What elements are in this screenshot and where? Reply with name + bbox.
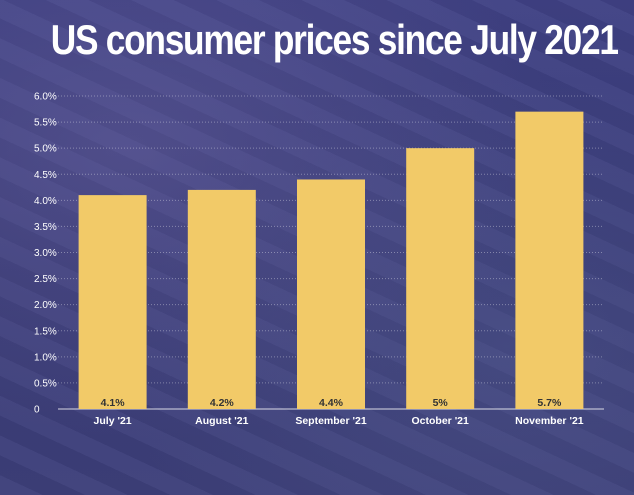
y-tick-label: 1.0% xyxy=(34,352,57,363)
bar xyxy=(187,189,256,409)
data-label: 4.2% xyxy=(210,397,235,409)
y-tick-label: 2.0% xyxy=(34,300,57,311)
y-tick-label: 5.5% xyxy=(34,118,57,129)
data-label: 5% xyxy=(433,397,449,409)
y-tick-label: 2.5% xyxy=(34,274,57,285)
chart-title: US consumer prices since July 2021 xyxy=(50,16,619,63)
data-label: 5.7% xyxy=(537,397,562,409)
y-tick-label: 4.5% xyxy=(34,170,57,181)
y-tick-label: 3.5% xyxy=(34,222,57,233)
bar xyxy=(297,179,365,409)
y-tick-label: 3.0% xyxy=(34,248,57,259)
x-tick-label: November '21 xyxy=(515,415,584,427)
data-label: 4.4% xyxy=(319,397,344,409)
x-tick-label: September '21 xyxy=(295,415,367,427)
y-tick-label: 5.0% xyxy=(34,144,57,155)
x-tick-label: August '21 xyxy=(195,415,248,427)
y-tick-label: 0 xyxy=(34,405,40,416)
x-tick-label: October '21 xyxy=(412,415,470,427)
data-label: 4.1% xyxy=(101,397,126,409)
y-tick-label: 0.5% xyxy=(34,378,57,389)
y-tick-label: 4.0% xyxy=(34,196,57,207)
bar xyxy=(406,148,475,409)
y-tick-label: 6.0% xyxy=(34,92,57,103)
bar xyxy=(78,195,147,409)
x-tick-label: July '21 xyxy=(94,415,132,427)
bar xyxy=(515,111,584,410)
y-tick-label: 1.5% xyxy=(34,326,57,337)
